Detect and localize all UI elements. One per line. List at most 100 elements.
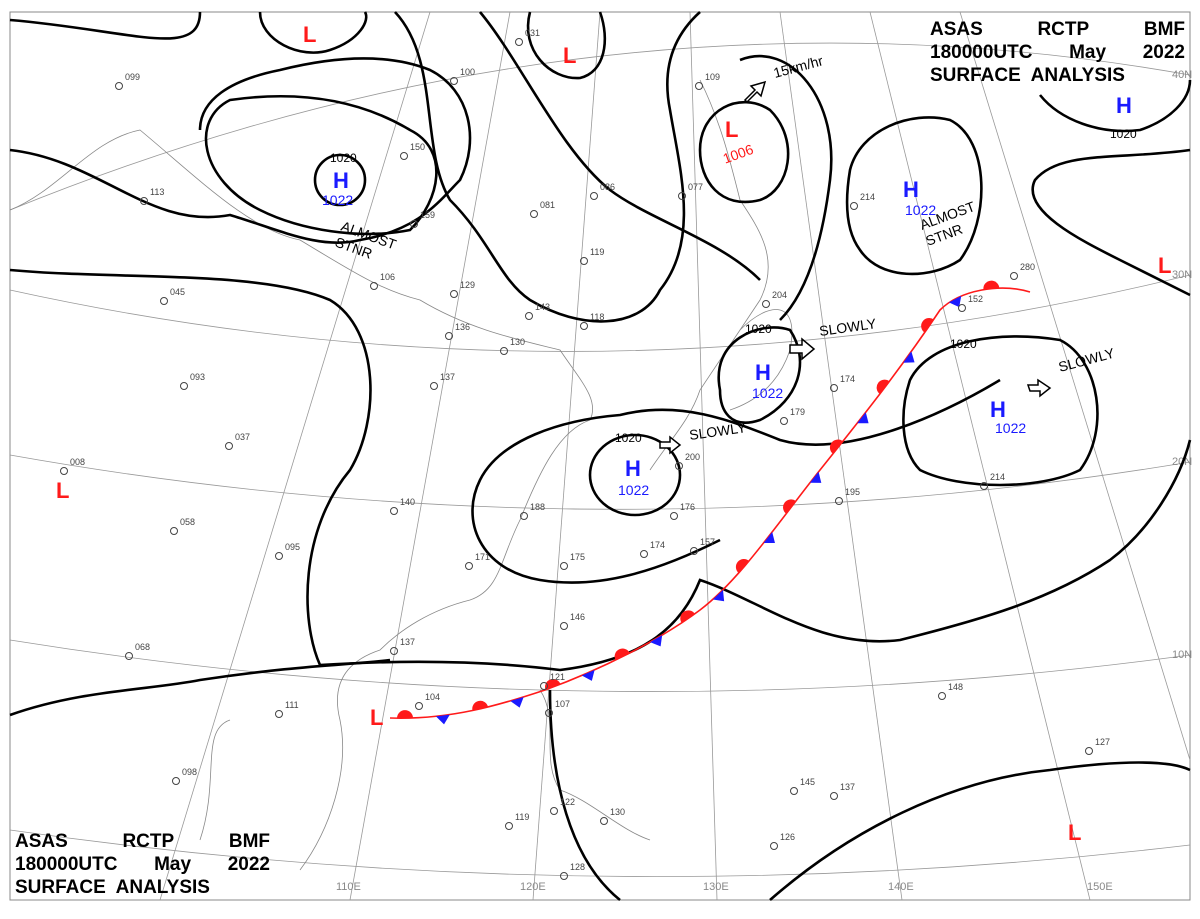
high-pressure-5: 1022 (995, 420, 1026, 436)
station-pressure: 045 (170, 287, 185, 297)
map-frame (9, 11, 1191, 901)
station-pressure: 148 (948, 682, 963, 692)
station-pressure: 174 (650, 540, 665, 550)
high-center-3: H (755, 360, 771, 385)
station-circle-icon (515, 38, 523, 46)
station-pressure: 176 (680, 502, 695, 512)
station-pressure: 137 (440, 372, 455, 382)
high-center-6: H (1116, 93, 1132, 118)
station-pressure: 129 (460, 280, 475, 290)
station-pressure: 204 (772, 290, 787, 300)
station-circle-icon (450, 77, 458, 85)
lon-label-150e: 150E (1087, 881, 1113, 893)
station-pressure: 150 (410, 142, 425, 152)
isobar-10 (1031, 148, 1191, 297)
station-circle-icon (640, 550, 648, 558)
station-circle-icon (125, 652, 133, 660)
isobar-3 (9, 268, 1192, 672)
isobar-label: 1020 (615, 431, 642, 445)
station-pressure: 107 (555, 699, 570, 709)
station-pressure: 152 (968, 294, 983, 304)
station-pressure: 098 (182, 767, 197, 777)
station-pressure: 127 (1095, 737, 1110, 747)
station-circle-icon (500, 347, 508, 355)
station-circle-icon (275, 552, 283, 560)
station-circle-icon (430, 382, 438, 390)
cold-front-triangle (650, 635, 663, 647)
arrow-icon (659, 435, 682, 455)
station-circle-icon (180, 382, 188, 390)
warm-front-semicircle (921, 318, 934, 333)
isobar-high-3 (845, 116, 983, 276)
station-circle-icon (678, 192, 686, 200)
station-circle-icon (670, 512, 678, 520)
cold-front-triangle (809, 471, 822, 483)
lat-label-40n: 40N (1172, 69, 1192, 81)
station-circle-icon (560, 562, 568, 570)
title-product: ASAS (15, 831, 68, 852)
isobar-label: 1020 (745, 322, 772, 336)
station-circle-icon (400, 152, 408, 160)
front-symbols (396, 280, 1000, 725)
lon-line-150e (869, 11, 1091, 901)
lon-label-130e: 130E (703, 881, 729, 893)
station-circle-icon (415, 702, 423, 710)
title-product: ASAS (930, 19, 983, 40)
high-center-1: H (333, 168, 349, 193)
station-pressure: 157 (700, 537, 715, 547)
station-circle-icon (560, 622, 568, 630)
title-center: RCTP (1037, 19, 1090, 40)
lon-label-110e: 110E (336, 881, 361, 893)
movement-note: SLOWLY (688, 419, 748, 443)
station-pressure: 086 (600, 182, 615, 192)
title-type: SURFACE ANALYSIS (930, 65, 1125, 86)
station-pressure: 214 (990, 472, 1005, 482)
warm-front-semicircle (472, 700, 489, 711)
lon-label-120e: 120E (520, 881, 546, 893)
low-center-6: L (370, 705, 383, 730)
lat-line-30n (9, 274, 1191, 352)
station-circle-icon (938, 692, 946, 700)
station-circle-icon (540, 682, 548, 690)
station-circle-icon (695, 82, 703, 90)
lon-label-140e: 140E (888, 881, 914, 893)
high-center-4: H (903, 177, 919, 202)
high-center-2: H (625, 456, 641, 481)
title-time: 180000UTC (15, 854, 118, 875)
cold-front-triangle (712, 589, 725, 602)
station-circle-icon (980, 482, 988, 490)
isobar-low-top2 (526, 11, 607, 80)
isobar-labels: 1020 1020 1020 1020 1020 (330, 127, 1137, 445)
isobar-7 (739, 54, 833, 321)
high-pressure-3: 1022 (752, 385, 783, 401)
cold-front-triangle (510, 696, 524, 708)
map-title-top-right: ASAS RCTP BMF 180000UTC May 2022 SURFACE ANALY… (930, 18, 1185, 87)
station-pressure: 111 (285, 700, 299, 710)
station-pressure: 126 (780, 832, 795, 842)
isobar-4 (9, 11, 202, 40)
station-pressure: 136 (455, 322, 470, 332)
cold-front-triangle (903, 351, 915, 363)
station-circle-icon (590, 192, 598, 200)
station-pressure: 128 (570, 862, 585, 872)
isobar-6 (479, 11, 761, 281)
isobar-11 (9, 658, 391, 717)
station-pressure: 143 (535, 302, 550, 312)
station-pressure: 159 (420, 210, 435, 220)
station-pressure: 068 (135, 642, 150, 652)
station-pressure: 008 (70, 457, 85, 467)
station-circle-icon (580, 322, 588, 330)
lat-line-20n (9, 454, 1191, 510)
isobar-label: 1020 (950, 337, 977, 351)
isobar-high-1 (313, 153, 367, 207)
station-circle-icon (520, 512, 528, 520)
station-circle-icon (1085, 747, 1093, 755)
map-title-bottom-left: ASAS RCTP BMF 180000UTC May 2022 SURFACE ANALY… (15, 830, 270, 899)
high-pressure-4: 1022 (905, 202, 936, 218)
lat-label-30n: 30N (1172, 269, 1192, 281)
station-pressure: 179 (790, 407, 805, 417)
station-pressure: 100 (460, 67, 475, 77)
cold-front-triangle (857, 412, 869, 424)
title-time: 180000UTC (930, 42, 1033, 63)
